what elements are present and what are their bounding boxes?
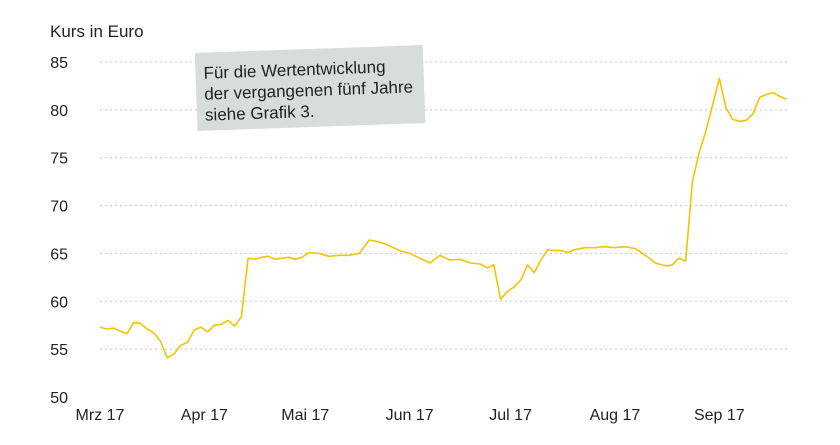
series-layer (99, 77, 787, 359)
y-tick-50: 50 (50, 390, 68, 407)
annotation-note: Für die Wertentwicklung der vergangenen … (194, 45, 426, 131)
y-tick-85: 85 (50, 55, 68, 72)
x-tick-5: Aug 17 (590, 407, 641, 424)
y-tick-70: 70 (50, 199, 68, 216)
x-tick-4: Jul 17 (489, 407, 532, 424)
y-tick-55: 55 (50, 342, 68, 359)
y-tick-75: 75 (50, 151, 68, 168)
x-tick-0: Mrz 17 (76, 407, 125, 424)
y-tick-65: 65 (50, 246, 68, 263)
y-tick-80: 80 (50, 103, 68, 120)
y-axis-label: Kurs in Euro (50, 22, 144, 41)
x-tick-3: Jun 17 (386, 407, 434, 424)
annotation-line-3: siehe Grafik 3. (205, 102, 315, 125)
x-tick-labels: Mrz 17 Apr 17 Mai 17 Jun 17 Jul 17 Aug 17 Sep … (76, 407, 745, 424)
x-tick-1: Apr 17 (181, 407, 228, 424)
series-line-0 (99, 77, 787, 359)
y-tick-labels: 50 55 60 65 70 75 80 85 (50, 55, 68, 407)
x-tick-2: Mai 17 (281, 407, 329, 424)
y-tick-60: 60 (50, 294, 68, 311)
annotation-box (194, 45, 426, 131)
x-tick-6: Sep 17 (694, 407, 745, 424)
